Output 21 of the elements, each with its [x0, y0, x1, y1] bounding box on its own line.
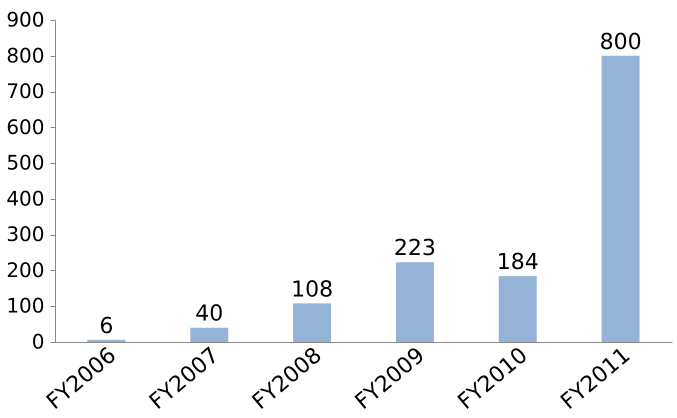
y-tick-label: 200 — [6, 258, 44, 282]
data-label: 800 — [600, 30, 642, 55]
y-tick-label: 400 — [6, 186, 44, 210]
data-label: 40 — [195, 302, 224, 327]
y-tick-label: 800 — [6, 43, 44, 68]
y-tick-label: 900 — [6, 8, 44, 32]
data-label: 6 — [99, 314, 114, 339]
data-label: 184 — [496, 250, 539, 276]
y-tick-label: 0 — [32, 330, 44, 354]
y-tick-label: 500 — [6, 150, 44, 175]
y-tick-label: 300 — [6, 222, 44, 246]
y-tick-label: 100 — [6, 294, 44, 318]
y-tick-label: 600 — [6, 114, 44, 139]
bar — [498, 276, 537, 342]
bar — [190, 328, 228, 342]
y-tick-label: 700 — [6, 79, 44, 104]
bar — [602, 56, 640, 342]
data-label: 108 — [291, 277, 334, 302]
bar — [396, 262, 434, 342]
bar — [293, 303, 332, 342]
data-label: 223 — [394, 236, 436, 262]
